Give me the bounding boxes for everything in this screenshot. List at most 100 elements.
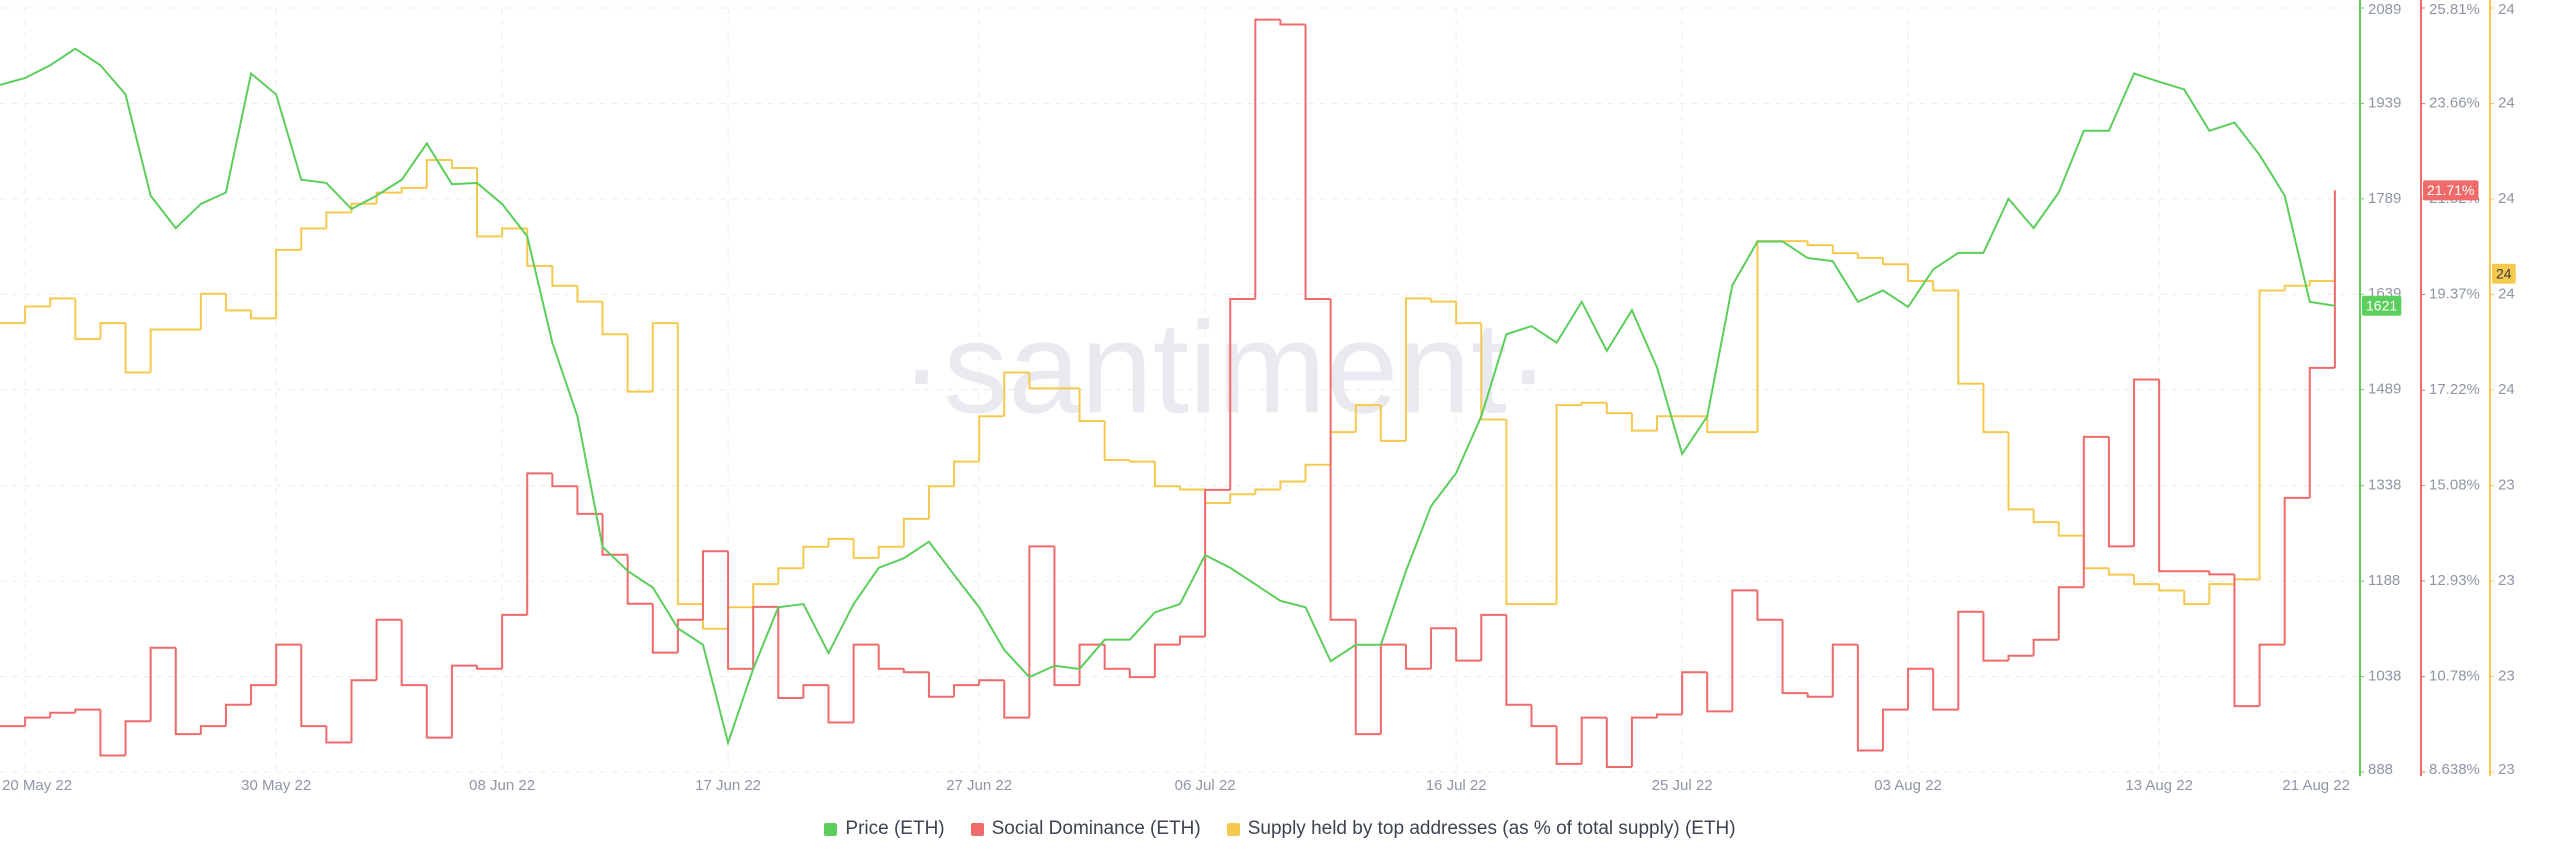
step-segment xyxy=(275,248,302,319)
legend-label: Price (ETH) xyxy=(845,818,945,839)
step-segment xyxy=(1455,301,1482,325)
step-segment xyxy=(1354,404,1381,433)
y-tick-label: 8.638% xyxy=(2429,761,2480,778)
step-segment xyxy=(1229,297,1256,490)
step-segment xyxy=(1982,383,2009,434)
step-segment xyxy=(752,583,779,608)
watermark: ·santiment· xyxy=(900,294,1550,440)
step-segment xyxy=(1028,372,1055,390)
step-segment xyxy=(1932,280,1959,292)
x-tick-label: 30 May 22 xyxy=(241,777,311,794)
step-segment xyxy=(802,684,829,699)
step-segment xyxy=(953,460,980,487)
step-segment xyxy=(400,186,427,193)
step-segment xyxy=(450,160,478,169)
step-segment xyxy=(1329,298,1356,621)
step-segment xyxy=(1304,463,1331,482)
step-segment xyxy=(1881,708,1909,751)
step-segment xyxy=(1304,24,1331,300)
step-segment xyxy=(2032,638,2059,656)
step-segment xyxy=(978,415,1005,462)
step-segment xyxy=(1179,486,1206,491)
step-segment xyxy=(1028,545,1055,718)
x-tick-label: 20 May 22 xyxy=(2,777,72,794)
step-segment xyxy=(701,550,729,620)
step-segment xyxy=(1480,613,1507,661)
step-segment xyxy=(2007,432,2034,511)
y-tick-label: 19.37% xyxy=(2429,285,2480,302)
step-segment xyxy=(2233,574,2260,708)
y-tick-label: 1489 xyxy=(2368,381,2401,398)
step-segment xyxy=(2057,586,2084,640)
last-value-badge: 21.71% xyxy=(2423,180,2479,201)
step-segment xyxy=(576,486,603,515)
badge-label: 1621 xyxy=(2366,297,2397,313)
step-segment xyxy=(375,618,402,681)
step-segment xyxy=(526,228,553,267)
step-segment xyxy=(927,485,955,519)
step-segment xyxy=(1053,546,1080,687)
step-segment xyxy=(1856,644,1883,752)
step-segment xyxy=(1605,717,1632,769)
step-segment xyxy=(476,665,503,670)
legend-item[interactable]: Supply held by top addresses (as % of to… xyxy=(1226,818,1736,840)
step-segment xyxy=(1731,589,1758,712)
step-segment xyxy=(2208,571,2235,576)
step-segment xyxy=(400,619,427,687)
step-segment xyxy=(501,227,528,237)
legend-swatch xyxy=(1226,822,1240,836)
step-segment xyxy=(325,726,352,744)
step-segment xyxy=(2258,643,2285,707)
legend-item[interactable]: Social Dominance (ETH) xyxy=(970,818,1201,840)
step-segment xyxy=(1404,644,1432,670)
step-segment xyxy=(852,643,879,723)
step-segment xyxy=(551,473,578,488)
y-tick-label: 24 xyxy=(2498,381,2515,398)
y-tick-label: 24 xyxy=(2498,190,2515,207)
y-tick-label: 23 xyxy=(2498,667,2515,684)
badge-box xyxy=(2492,263,2516,284)
step-segment xyxy=(199,725,226,735)
legend-label: Social Dominance (ETH) xyxy=(991,818,1201,839)
step-segment xyxy=(2158,379,2185,573)
step-segment xyxy=(1003,371,1030,417)
step-segment xyxy=(24,305,51,324)
y-tick-label: 24 xyxy=(2498,1,2515,18)
step-segment xyxy=(1455,628,1482,662)
legend-label: Supply held by top addresses (as % of to… xyxy=(1247,818,1736,839)
step-segment xyxy=(802,545,829,569)
legend-item[interactable]: Price (ETH) xyxy=(824,818,945,840)
step-segment xyxy=(1806,241,1833,247)
step-segment xyxy=(526,472,553,615)
step-segment xyxy=(450,664,478,738)
x-tick-label: 25 Jul 22 xyxy=(1652,777,1713,794)
step-segment xyxy=(1379,405,1406,442)
step-segment xyxy=(2133,574,2160,586)
step-segment xyxy=(2007,654,2034,661)
step-segment xyxy=(1279,19,1306,26)
legend-swatch xyxy=(970,822,984,836)
y-tick-label: 1338 xyxy=(2368,477,2401,494)
step-segment xyxy=(2233,578,2260,585)
step-segment xyxy=(1907,264,1934,282)
step-segment xyxy=(1505,419,1532,606)
step-segment xyxy=(1881,257,1909,266)
step-segment xyxy=(727,551,754,670)
y-tick-label: 24 xyxy=(2498,285,2515,302)
x-tick-label: 03 Aug 22 xyxy=(1874,777,1942,794)
y-tick-label: 25.81% xyxy=(2429,1,2480,18)
y-tick-label: 1188 xyxy=(2368,572,2400,589)
step-segment xyxy=(927,672,955,698)
step-segment xyxy=(676,323,703,606)
step-segment xyxy=(1505,614,1532,706)
step-segment xyxy=(2032,509,2059,524)
step-segment xyxy=(877,545,904,558)
step-segment xyxy=(2057,522,2084,537)
y-tick-label: 17.22% xyxy=(2429,381,2480,398)
step-segment xyxy=(2283,496,2310,645)
x-tick-label: 16 Jul 22 xyxy=(1426,777,1487,794)
step-segment xyxy=(2208,583,2235,605)
step-segment xyxy=(727,606,754,629)
step-segment xyxy=(978,679,1005,686)
step-segment xyxy=(2133,378,2160,547)
